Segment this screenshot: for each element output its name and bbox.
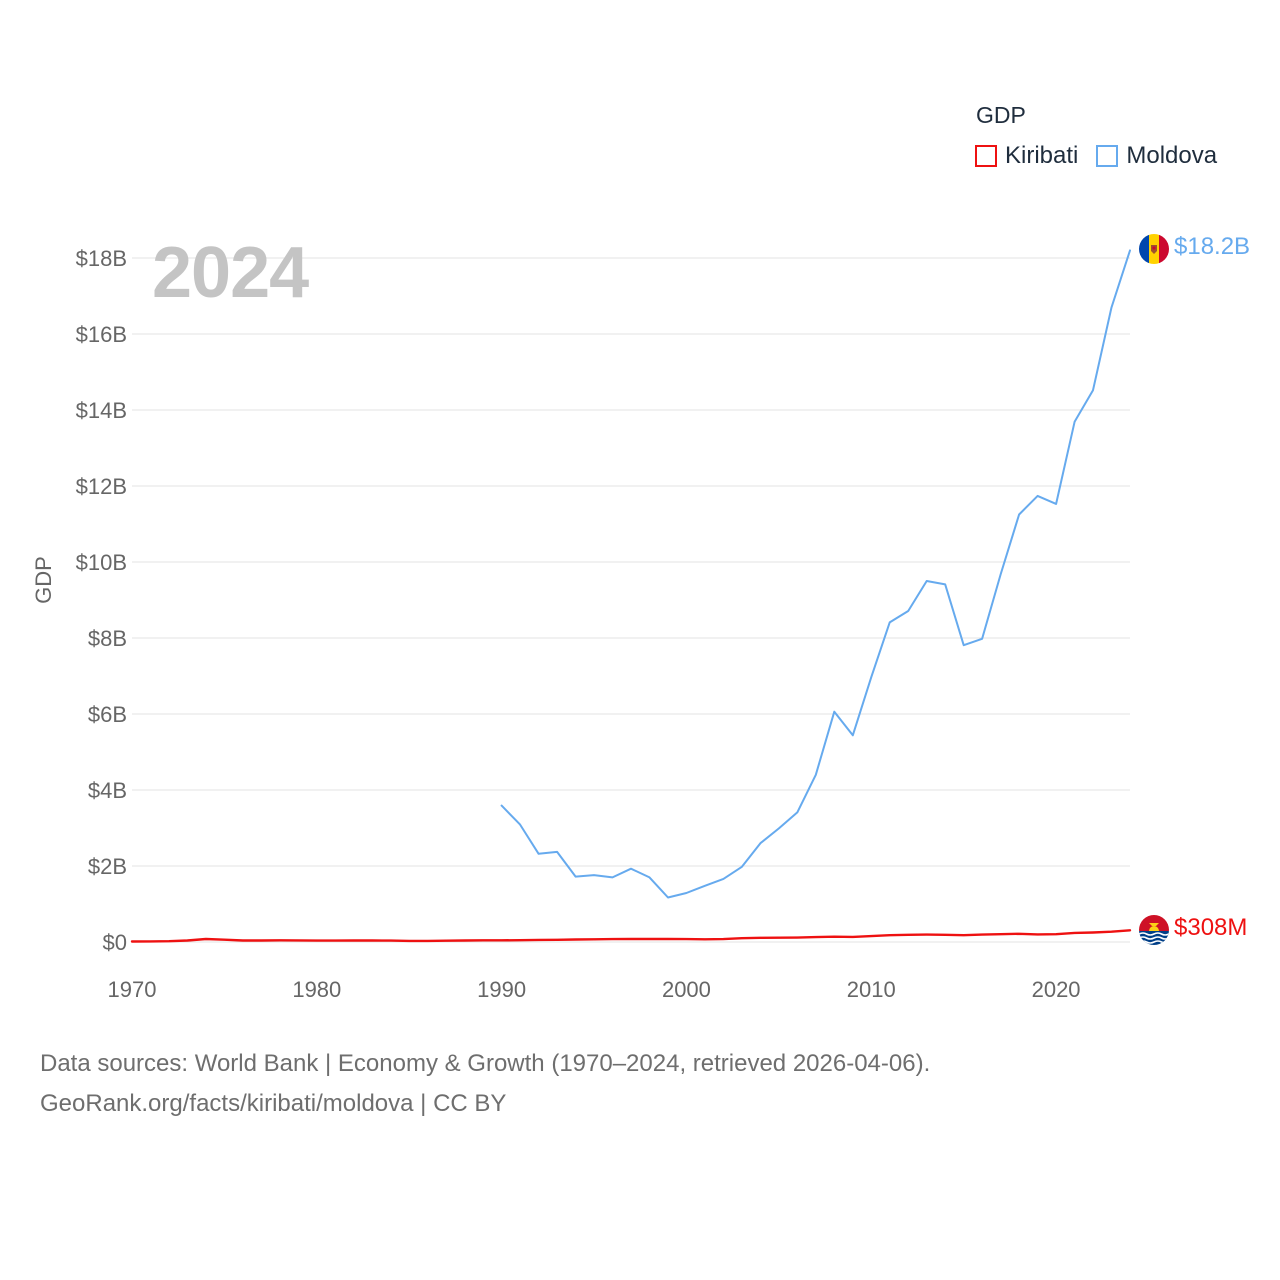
x-tick-label: 2000 (662, 977, 711, 1002)
legend-label-moldova: Moldova (1126, 142, 1218, 169)
x-tick-label: 1990 (477, 977, 526, 1002)
source-line-1: Data sources: World Bank | Economy & Gro… (40, 1050, 931, 1077)
y-tick-label: $10B (76, 550, 127, 575)
x-tick-label: 1980 (292, 977, 341, 1002)
moldova-end-label: $18.2B (1174, 233, 1251, 260)
series-line-kiribati[interactable] (130, 929, 1132, 943)
x-tick-label: 2010 (847, 977, 896, 1002)
grid-lines (132, 257, 1130, 943)
y-axis-ticks: $0 $2B $4B $6B $8B $10B $12B $14B $16B $18B (76, 246, 127, 955)
y-tick-label: $0 (103, 930, 127, 955)
y-tick-label: $16B (76, 322, 127, 347)
moldova-flag-icon (1139, 234, 1169, 264)
x-axis-ticks: 1970 1980 1990 2000 2010 2020 (108, 977, 1081, 1002)
source-line-2[interactable]: GeoRank.org/facts/kiribati/moldova | CC … (40, 1090, 507, 1117)
y-tick-label: $18B (76, 246, 127, 271)
series-lines (130, 249, 1132, 943)
y-tick-label: $6B (88, 702, 127, 727)
y-tick-label: $12B (76, 474, 127, 499)
x-tick-label: 1970 (108, 977, 157, 1002)
legend: Kiribati Moldova (975, 142, 1235, 170)
x-tick-label: 2020 (1032, 977, 1081, 1002)
source-note: Data sources: World Bank | Economy & Gro… (40, 1044, 930, 1124)
legend-item-kiribati[interactable]: Kiribati (975, 142, 1078, 170)
y-tick-label: $8B (88, 626, 127, 651)
y-tick-label: $14B (76, 398, 127, 423)
y-tick-label: $4B (88, 778, 127, 803)
y-axis-title: GDP (31, 556, 56, 604)
series-line-moldova[interactable] (500, 249, 1131, 899)
legend-title: GDP (976, 102, 1026, 128)
year-label: 2024 (152, 233, 309, 313)
legend-swatch-moldova (1096, 145, 1119, 167)
kiribati-flag-icon (1139, 915, 1169, 945)
legend-label-kiribati: Kiribati (1005, 142, 1079, 169)
kiribati-end-label: $308M (1174, 914, 1248, 941)
legend-item-moldova[interactable]: Moldova (1096, 142, 1217, 170)
y-tick-label: $2B (88, 854, 127, 879)
legend-swatch-kiribati (975, 145, 997, 167)
